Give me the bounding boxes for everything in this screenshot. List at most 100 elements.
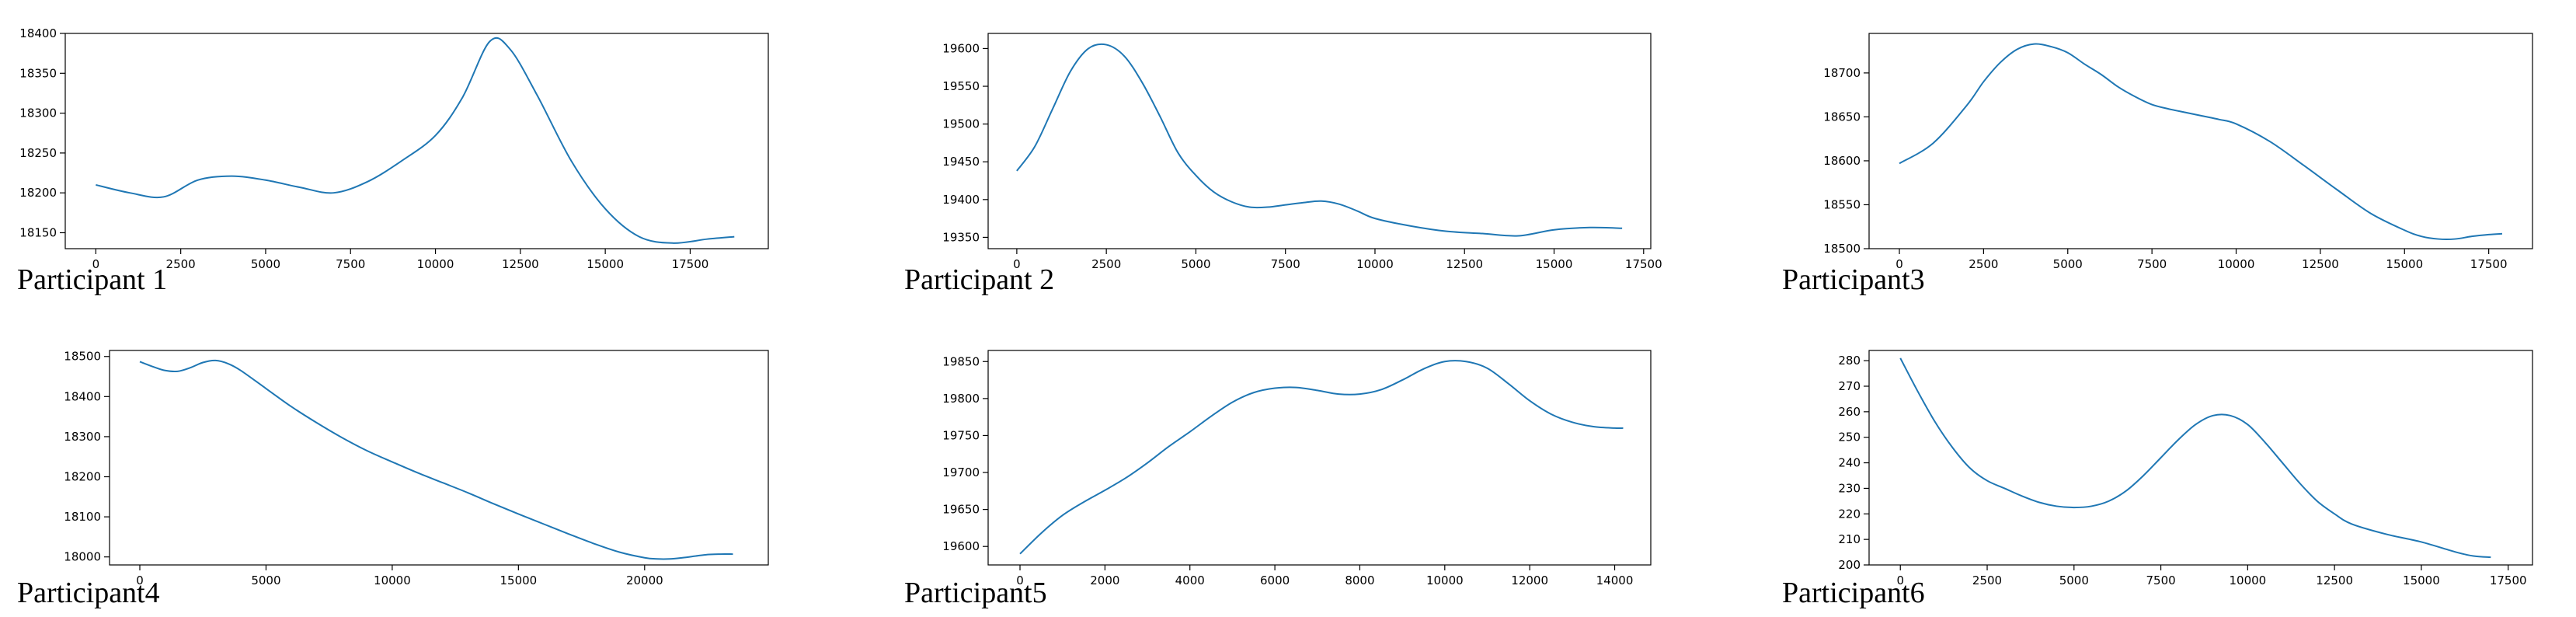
axes-frame [64, 33, 769, 249]
y-tick-label: 18350 [19, 66, 57, 80]
y-tick-label: 18650 [1823, 110, 1861, 124]
y-tick-label: 18300 [64, 430, 101, 444]
y-tick-label: 18500 [64, 350, 101, 364]
y-tick-label: 18000 [64, 550, 101, 564]
x-tick-label: 5000 [2053, 257, 2083, 271]
y-tick-label: 200 [1838, 558, 1861, 572]
x-tick-label: 10000 [2218, 257, 2255, 271]
chart-caption: Participant 2 [904, 263, 1054, 296]
x-tick-label: 2500 [1969, 257, 1998, 271]
series-line [1019, 360, 1624, 555]
chart-caption: Participant5 [904, 577, 1047, 609]
x-tick-label: 7500 [1271, 257, 1300, 271]
y-tick-label: 19500 [942, 117, 980, 131]
y-tick-label: 19550 [942, 79, 980, 93]
y-tick-label: 19850 [942, 354, 980, 368]
x-tick-label: 12000 [1511, 573, 1548, 587]
x-tick-label: 5000 [251, 257, 280, 271]
axes-frame [987, 350, 1652, 566]
x-tick-label: 7500 [336, 257, 365, 271]
y-tick-label: 18700 [1823, 66, 1861, 80]
x-tick-label: 15000 [500, 573, 537, 587]
x-tick-label: 12500 [2302, 257, 2339, 271]
chart-panel-3: 0 2500 5000 7500 10000 12500 15000 17500 18500 18… [1782, 33, 2533, 296]
chart-caption: Participant 1 [17, 263, 167, 296]
x-tick-label: 12500 [2316, 573, 2353, 587]
y-tick-label: 230 [1838, 481, 1861, 495]
series-line [1899, 43, 2503, 240]
x-tick-label: 17500 [1625, 257, 1662, 271]
x-tick-label: 10000 [1356, 257, 1394, 271]
x-tick-label: 5000 [1181, 257, 1210, 271]
x-tick-label: 15000 [2403, 573, 2440, 587]
x-tick-label: 12500 [1446, 257, 1483, 271]
chart-panel-6: 0 2500 5000 7500 10000 12500 15000 17500 200 210 2… [1782, 350, 2533, 609]
y-tick-label: 19750 [942, 428, 980, 442]
y-tick-label: 260 [1838, 405, 1861, 419]
x-tick-label: 2500 [1091, 257, 1121, 271]
axes-frame [1868, 350, 2533, 566]
y-tick-label: 18600 [1823, 154, 1861, 168]
x-tick-label: 14000 [1596, 573, 1634, 587]
x-tick-label: 17500 [2470, 257, 2508, 271]
series-line [139, 359, 733, 560]
y-tick-label: 19650 [942, 503, 980, 517]
chart-panel-5: 0 2000 4000 6000 8000 10000 12000 14000 19600 196… [904, 350, 1652, 609]
y-tick-label: 240 [1838, 456, 1861, 470]
x-tick-label: 7500 [2137, 257, 2167, 271]
x-tick-label: 0 [1016, 573, 1024, 587]
x-tick-label: 2500 [1972, 573, 2002, 587]
x-tick-label: 15000 [587, 257, 624, 271]
x-tick-label: 15000 [2386, 257, 2423, 271]
chart-caption: Participant3 [1782, 263, 1925, 296]
x-tick-label: 0 [1895, 257, 1903, 271]
y-tick-label: 19600 [942, 539, 980, 553]
x-tick-label: 0 [1013, 257, 1021, 271]
y-tick-label: 18550 [1823, 197, 1861, 211]
y-tick-label: 19600 [942, 41, 980, 55]
x-tick-label: 2000 [1090, 573, 1119, 587]
x-tick-label: 5000 [251, 573, 280, 587]
y-tick-label: 270 [1838, 379, 1861, 393]
series-line [1016, 43, 1623, 237]
y-tick-label: 19450 [942, 155, 980, 169]
x-tick-label: 5000 [2059, 573, 2089, 587]
y-tick-label: 210 [1838, 532, 1861, 546]
y-tick-label: 18400 [19, 26, 57, 40]
y-tick-label: 18400 [64, 389, 101, 403]
x-tick-label: 0 [1896, 573, 1904, 587]
y-tick-label: 19800 [942, 392, 980, 406]
x-tick-label: 12500 [502, 257, 539, 271]
axes-frame [1868, 33, 2533, 249]
chart-panel-4: 0 5000 10000 15000 20000 18000 18100 18200 18300… [17, 350, 769, 609]
x-tick-label: 10000 [2230, 573, 2267, 587]
y-tick-label: 19400 [942, 193, 980, 207]
x-tick-label: 0 [136, 573, 144, 587]
y-tick-label: 18500 [1823, 242, 1861, 256]
x-tick-label: 0 [92, 257, 100, 271]
chart-panel-2: 0 2500 5000 7500 10000 12500 15000 17500 19350 19… [904, 33, 1662, 296]
y-tick-label: 18250 [19, 146, 57, 160]
x-tick-label: 10000 [1426, 573, 1464, 587]
series-line [1899, 357, 2491, 559]
chart-caption: Participant4 [17, 577, 160, 609]
x-tick-label: 4000 [1175, 573, 1205, 587]
x-tick-label: 17500 [2490, 573, 2527, 587]
axes-frame [109, 350, 769, 566]
y-tick-label: 19700 [942, 465, 980, 479]
chart-caption: Participant6 [1782, 577, 1925, 609]
x-tick-label: 17500 [672, 257, 709, 271]
x-tick-label: 7500 [2146, 573, 2175, 587]
y-tick-label: 18200 [19, 186, 57, 200]
axes-frame [987, 33, 1652, 249]
x-tick-label: 2500 [166, 257, 196, 271]
y-tick-label: 19350 [942, 230, 980, 244]
x-tick-label: 15000 [1536, 257, 1573, 271]
y-tick-label: 18100 [64, 510, 101, 524]
x-tick-label: 10000 [374, 573, 411, 587]
chart-panel-1: 0 2500 5000 7500 10000 12500 15000 17500 18150 18… [17, 26, 769, 296]
y-tick-label: 280 [1838, 354, 1861, 368]
y-tick-label: 18200 [64, 470, 101, 484]
y-tick-label: 18300 [19, 106, 57, 120]
